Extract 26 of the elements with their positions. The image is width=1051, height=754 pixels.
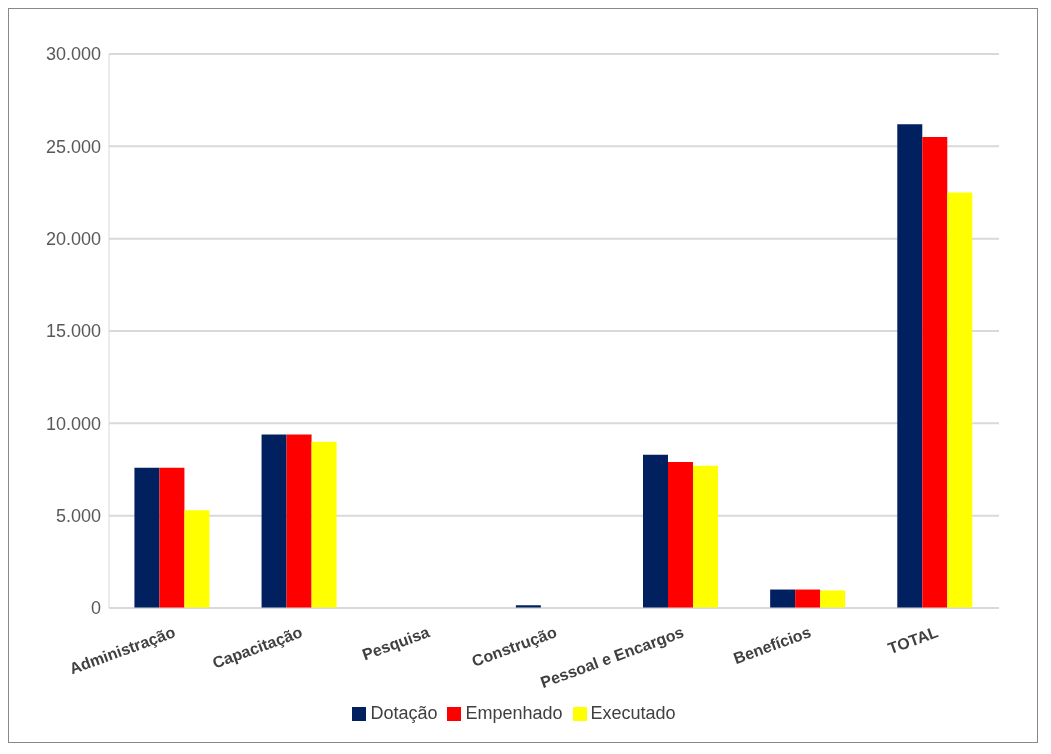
bar — [820, 590, 846, 608]
x-tick-label: TOTAL — [885, 623, 941, 658]
bar — [693, 465, 718, 608]
bar — [643, 454, 668, 608]
bar — [795, 589, 821, 608]
y-tick-label: 5.000 — [55, 506, 101, 527]
legend-label: Executado — [590, 703, 676, 723]
bar — [897, 124, 923, 608]
legend-label: Dotação — [370, 703, 438, 723]
bar — [668, 462, 693, 608]
bar — [922, 137, 948, 608]
y-tick-label: 30.000 — [45, 44, 101, 65]
bar — [184, 510, 210, 608]
y-tick-label: 15.000 — [45, 321, 101, 342]
bar — [134, 467, 160, 608]
bar — [947, 192, 973, 608]
bar — [261, 434, 287, 608]
y-tick-label: 10.000 — [45, 413, 101, 434]
y-tick-label: 0 — [90, 598, 101, 619]
legend-label: Empenhado — [465, 703, 563, 723]
bar — [311, 441, 337, 608]
bar — [770, 589, 796, 608]
y-tick-label: 20.000 — [45, 229, 101, 250]
y-tick-label: 25.000 — [45, 136, 101, 157]
bar — [159, 467, 185, 608]
bar — [286, 434, 312, 608]
